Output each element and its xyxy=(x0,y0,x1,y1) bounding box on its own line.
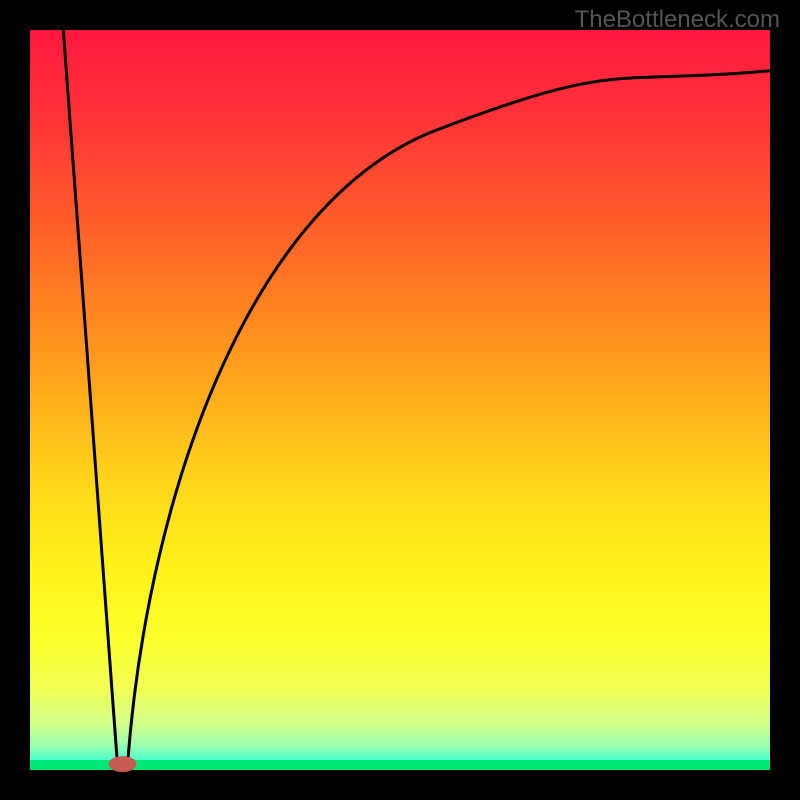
bottleneck-chart: TheBottleneck.com xyxy=(0,0,800,800)
bottom-green-band xyxy=(30,760,770,770)
chart-svg xyxy=(0,0,800,800)
gradient-background xyxy=(30,30,770,770)
watermark-label: TheBottleneck.com xyxy=(575,6,780,34)
minimum-marker xyxy=(109,756,137,772)
